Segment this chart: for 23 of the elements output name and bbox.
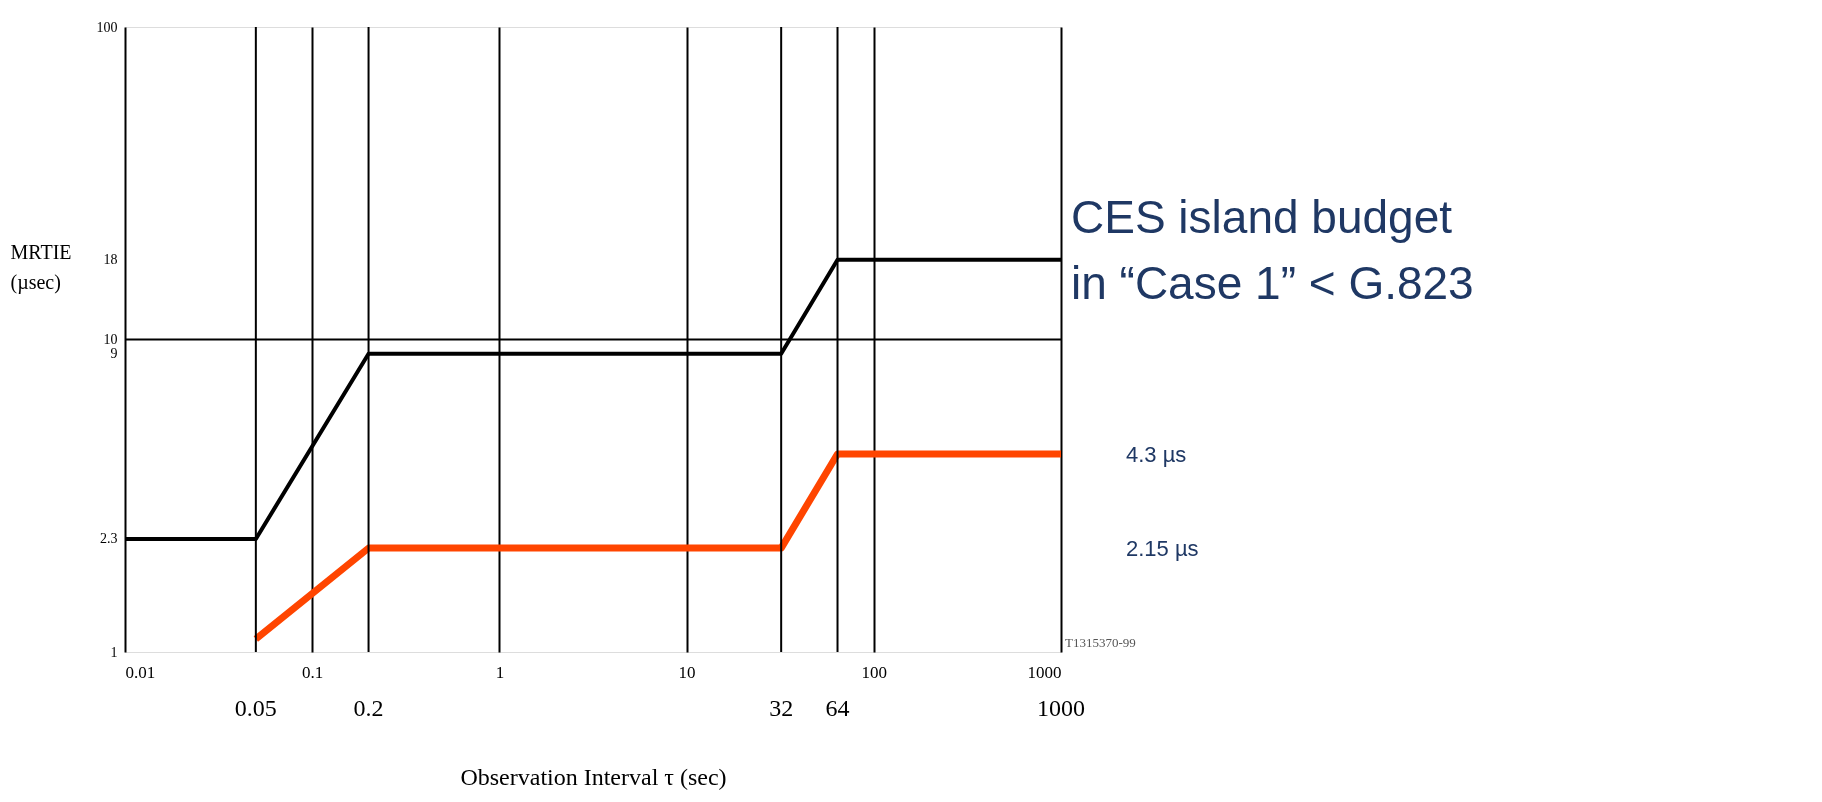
y-tick-label: 9 <box>110 346 118 362</box>
ref-line-label: 0.2 <box>353 695 384 721</box>
text: 2.15 µs <box>1126 535 1199 561</box>
text: 4.3 µs <box>1126 442 1187 468</box>
x-axis-title: Observation Interval τ (sec) <box>460 763 727 790</box>
x-tick-label: 0.1 <box>302 662 324 682</box>
y-tick-label: 1 <box>110 644 118 660</box>
text: T1315370-99 <box>1065 635 1136 650</box>
text: CES island budget in “Case 1” < G.823 <box>1071 191 1474 309</box>
ref-line-label: 64 <box>825 695 850 721</box>
y-tick-label: 10 <box>103 332 118 347</box>
x-tick-label: 1 <box>495 662 505 682</box>
y-tick-label: 2.3 <box>100 531 118 547</box>
y-tick-label: 18 <box>103 252 118 268</box>
ref-line-label: 0.05 <box>234 695 277 721</box>
text: 1000 <box>1037 695 1085 721</box>
y-axis-title: MRTIE (µsec) <box>10 240 72 294</box>
x-tick-label: 1000 <box>1027 662 1062 682</box>
y-tick-label: 100 <box>96 19 118 35</box>
ref-line-label: 32 <box>769 695 794 721</box>
x-tick-label: 10 <box>678 662 696 682</box>
x-tick-label: 0.01 <box>125 662 156 682</box>
x-tick-label: 100 <box>861 662 888 682</box>
